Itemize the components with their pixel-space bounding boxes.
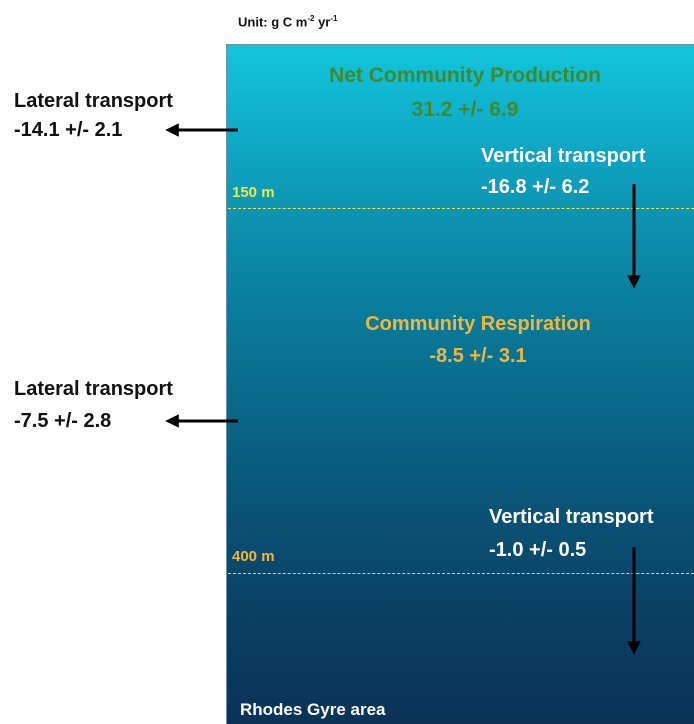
depth-150m-line bbox=[228, 208, 694, 209]
water-column bbox=[226, 44, 694, 724]
vertical-transport-lower-value: -1.0 +/- 0.5 bbox=[489, 539, 587, 561]
vertical-transport-lower-label: Vertical transport bbox=[489, 506, 654, 528]
ncp-value: 31.2 +/- 6.9 bbox=[411, 98, 519, 121]
ncp-label: Net Community Production bbox=[329, 64, 601, 87]
vertical-transport-upper-label: Vertical transport bbox=[481, 145, 646, 167]
respiration-label: Community Respiration bbox=[365, 313, 591, 335]
depth-400m-line bbox=[228, 573, 694, 574]
area-label: Rhodes Gyre area bbox=[240, 700, 386, 719]
lateral-transport-upper-value: -14.1 +/- 2.1 bbox=[14, 119, 123, 141]
lateral-transport-lower-value: -7.5 +/- 2.8 bbox=[14, 410, 112, 432]
lateral-transport-lower-label: Lateral transport bbox=[14, 378, 173, 400]
respiration-value: -8.5 +/- 3.1 bbox=[429, 345, 527, 367]
depth-400m-label: 400 m bbox=[232, 548, 275, 565]
lateral-transport-upper-label: Lateral transport bbox=[14, 90, 173, 112]
unit-label: Unit: g C m-2 yr-1 bbox=[238, 14, 338, 30]
vertical-transport-upper-value: -16.8 +/- 6.2 bbox=[481, 176, 590, 198]
depth-150m-label: 150 m bbox=[232, 184, 275, 201]
